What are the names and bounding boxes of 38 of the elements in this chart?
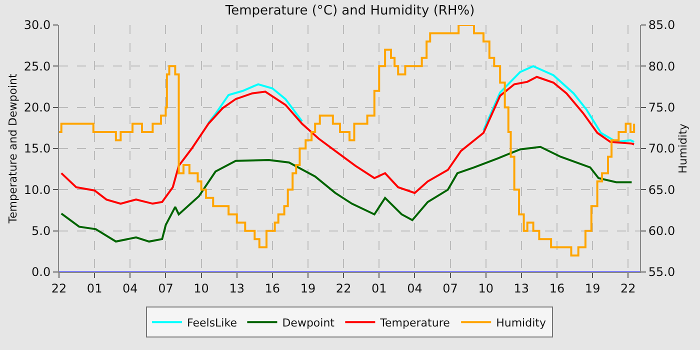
x-tick-label: 01 — [372, 281, 387, 296]
y2-tick-label: 65.0 — [648, 182, 676, 197]
x-tick-label: 19 — [300, 281, 316, 296]
y2-tick-label: 80.0 — [648, 59, 676, 74]
x-tick-label: 13 — [514, 281, 530, 296]
x-tick-label: 22 — [620, 281, 636, 296]
x-tick-label: 07 — [442, 281, 458, 296]
x-tick-label: 01 — [86, 281, 102, 296]
y2-tick-label: 55.0 — [648, 265, 676, 280]
legend-label: Temperature — [379, 316, 450, 330]
x-tick-label: 13 — [229, 281, 244, 296]
y2-axis-title: Humidity — [676, 123, 690, 174]
y-tick-label: 30.0 — [24, 18, 51, 32]
x-tick-label: 04 — [407, 281, 422, 296]
x-tick-label: 16 — [549, 281, 565, 296]
chart-title: Temperature (°C) and Humidity (RH%) — [224, 3, 475, 18]
x-tick-label: 16 — [264, 281, 280, 296]
y2-tick-label: 85.0 — [648, 18, 676, 32]
y-tick-label: 0.0 — [32, 265, 51, 280]
legend-label: FeelsLike — [187, 316, 238, 330]
x-tick-label: 10 — [194, 281, 209, 296]
y-tick-label: 15.0 — [24, 142, 51, 156]
y-tick-label: 25.0 — [24, 59, 51, 74]
x-tick-label: 10 — [478, 281, 494, 296]
x-tick-label: 04 — [122, 281, 138, 296]
y-tick-label: 20.0 — [24, 100, 51, 115]
legend-label: Dewpoint — [282, 316, 336, 330]
x-tick-label: 22 — [336, 281, 352, 296]
x-tick-label: 19 — [584, 281, 600, 296]
legend-label: Humidity — [496, 316, 546, 330]
y2-tick-label: 75.0 — [648, 100, 676, 115]
y-axis-title: Temperature and Dewpoint — [6, 72, 20, 224]
y2-tick-label: 60.0 — [648, 224, 676, 238]
y2-tick-label: 70.0 — [648, 142, 676, 156]
x-tick-label: 07 — [158, 281, 174, 296]
x-tick-label: 22 — [51, 281, 67, 296]
y-tick-label: 10.0 — [24, 182, 51, 197]
y-tick-label: 5.0 — [32, 224, 51, 238]
